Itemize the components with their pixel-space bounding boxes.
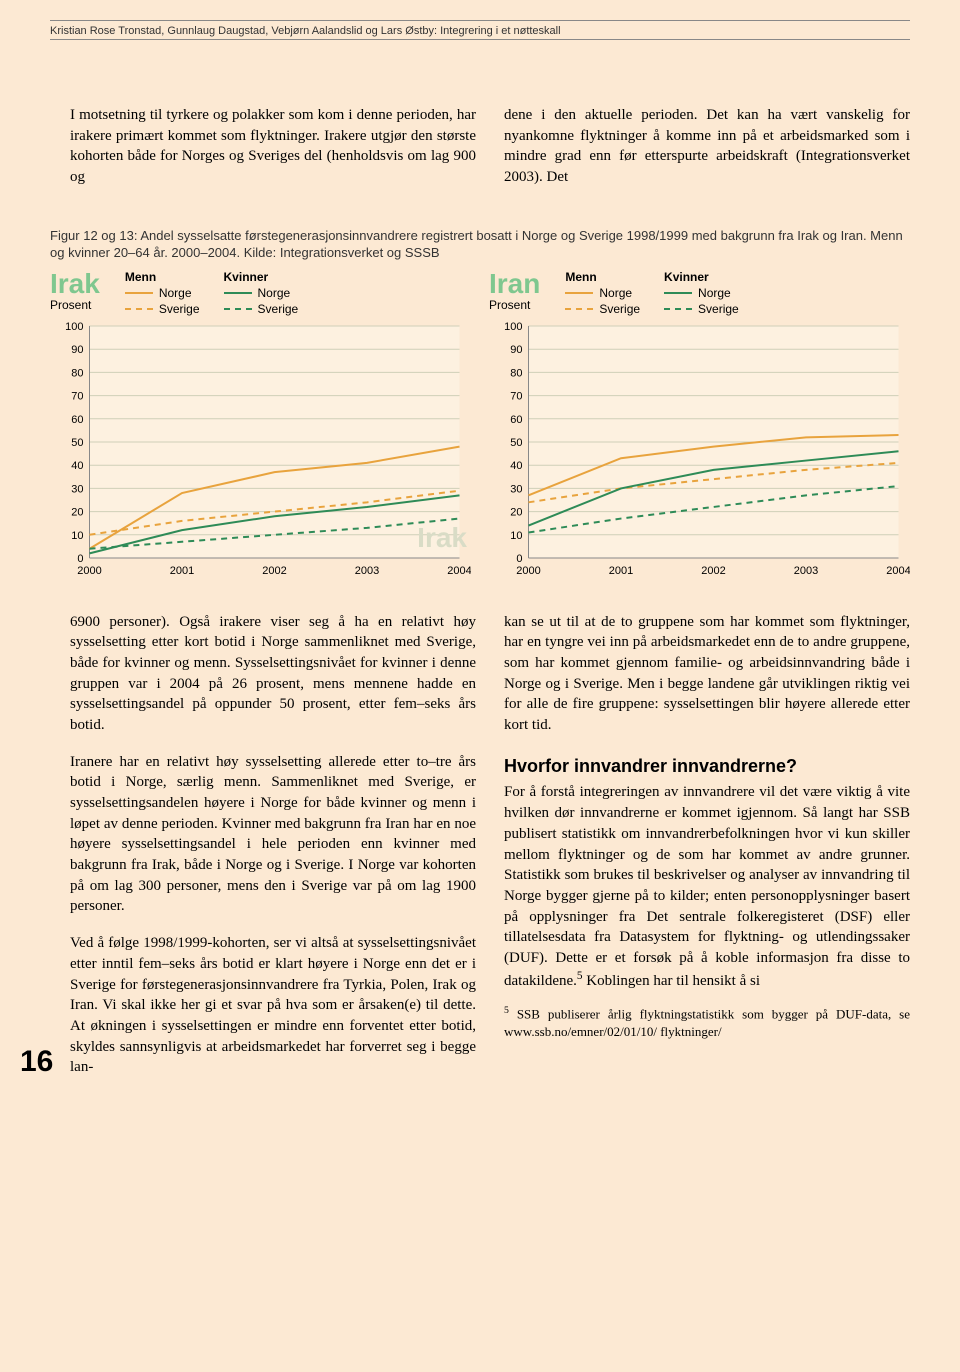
- svg-text:50: 50: [510, 437, 522, 449]
- chart-ylabel: Prosent: [489, 298, 565, 312]
- svg-text:2004: 2004: [886, 565, 910, 577]
- figure-block: Figur 12 og 13: Andel sysselsatte første…: [50, 228, 910, 582]
- chart-ylabel: Prosent: [50, 298, 125, 312]
- svg-text:40: 40: [71, 460, 83, 472]
- svg-text:2003: 2003: [794, 565, 818, 577]
- svg-text:50: 50: [71, 437, 83, 449]
- svg-text:2004: 2004: [447, 565, 471, 577]
- svg-text:70: 70: [71, 390, 83, 402]
- svg-text:2002: 2002: [262, 565, 286, 577]
- chart-legend: Menn Norge Sverige Kvinner Norge Sverige: [565, 270, 738, 316]
- svg-text:2003: 2003: [355, 565, 379, 577]
- svg-text:60: 60: [510, 413, 522, 425]
- svg-text:80: 80: [510, 367, 522, 379]
- svg-text:0: 0: [77, 553, 83, 565]
- chart-svg: 0 10 20 30 40 50 60 70 80 90 100 2000 2001 2002 2003 20…: [489, 322, 910, 582]
- page-number: 16: [20, 1041, 53, 1082]
- body-p4: kan se ut til at de to gruppene som har …: [504, 612, 910, 736]
- section-heading: Hvorfor innvandrer innvandrerne?: [504, 754, 910, 779]
- svg-text:2000: 2000: [77, 565, 101, 577]
- svg-text:40: 40: [510, 460, 522, 472]
- svg-text:60: 60: [71, 413, 83, 425]
- chart-title: Irak: [50, 270, 100, 298]
- svg-text:80: 80: [71, 367, 83, 379]
- svg-text:20: 20: [71, 506, 83, 518]
- svg-text:10: 10: [71, 529, 83, 541]
- svg-text:100: 100: [504, 322, 522, 333]
- svg-text:90: 90: [71, 344, 83, 356]
- body-p3: Ved å følge 1998/1999-kohorten, ser vi a…: [70, 933, 476, 1078]
- chart-irak: Irak Prosent Menn Norge Sverige Kvinner …: [50, 270, 471, 582]
- svg-text:10: 10: [510, 529, 522, 541]
- svg-text:2000: 2000: [516, 565, 540, 577]
- svg-text:2001: 2001: [609, 565, 633, 577]
- figure-caption: Figur 12 og 13: Andel sysselsatte første…: [50, 228, 910, 262]
- footnote-5: 5 SSB publiserer årlig flyktningstatisti…: [504, 1005, 910, 1040]
- svg-text:100: 100: [65, 322, 83, 333]
- chart-svg: 0 10 20 30 40 50 60 70 80 90 100 2000 2001 2002 2003 20…: [50, 322, 471, 582]
- svg-text:2001: 2001: [170, 565, 194, 577]
- svg-text:30: 30: [510, 483, 522, 495]
- chart-title: Iran: [489, 270, 540, 298]
- chart-legend: Menn Norge Sverige Kvinner Norge Sverige: [125, 270, 298, 316]
- chart-iran: Iran Prosent Menn Norge Sverige Kvinner …: [489, 270, 910, 582]
- svg-text:70: 70: [510, 390, 522, 402]
- running-head: Kristian Rose Tronstad, Gunnlaug Daugsta…: [50, 25, 910, 40]
- body-p5: For å forstå integreringen av innvandrer…: [504, 782, 910, 991]
- intro-left: I motsetning til tyrkere og polakker som…: [50, 105, 476, 188]
- intro-right: dene i den aktuelle perioden. Det kan ha…: [504, 105, 910, 188]
- svg-text:20: 20: [510, 506, 522, 518]
- svg-text:90: 90: [510, 344, 522, 356]
- svg-text:30: 30: [71, 483, 83, 495]
- body-p1: 6900 personer). Også irakere viser seg å…: [70, 612, 476, 736]
- svg-text:2002: 2002: [701, 565, 725, 577]
- body-p2: Iranere har en relativt høy sysselsettin…: [70, 752, 476, 918]
- svg-text:0: 0: [516, 553, 522, 565]
